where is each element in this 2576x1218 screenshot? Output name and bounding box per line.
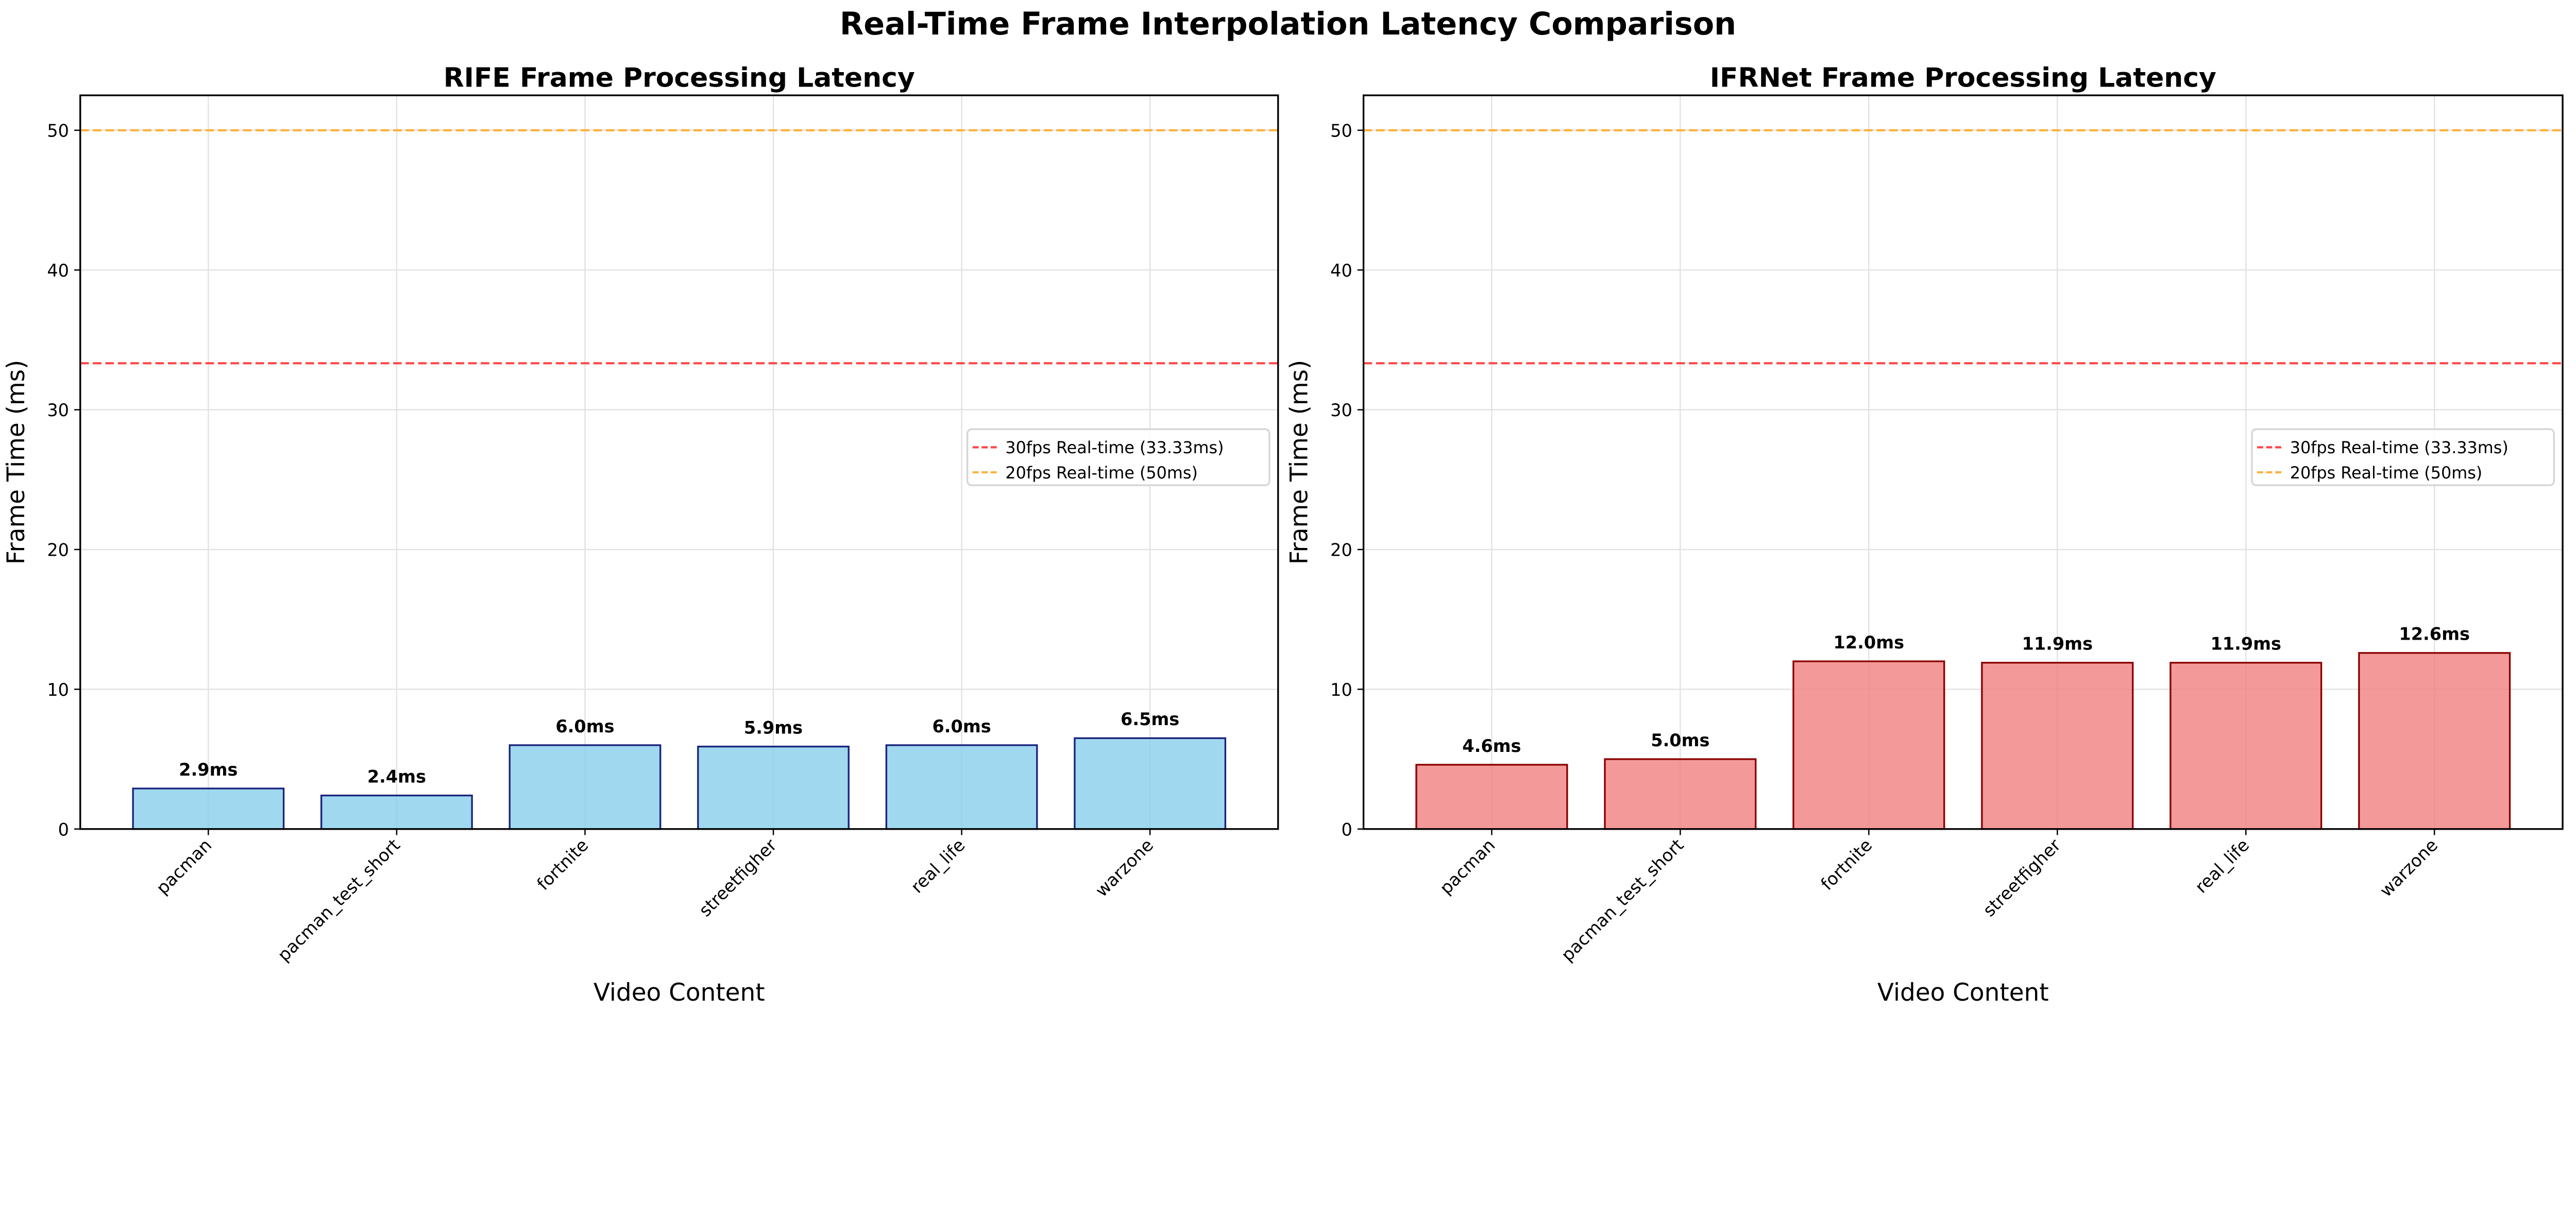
y-tick-label: 40	[1330, 261, 1352, 281]
x-axis-label: Video Content	[1877, 979, 2049, 1007]
y-tick-label: 20	[47, 540, 69, 560]
legend: 30fps Real-time (33.33ms) 20fps Real-time…	[967, 428, 1270, 486]
y-tick-label: 20	[1330, 540, 1352, 560]
bar-fortnite	[509, 744, 662, 830]
axes-frame	[1362, 94, 2564, 830]
y-tick-label: 30	[1330, 400, 1352, 420]
axes-frame	[79, 94, 1279, 830]
x-tick-label: warzone	[2376, 835, 2442, 901]
ifrnet-chart: 0 10 20 30 40 50 4.6ms pacman 5.0ms pacman_test_s…	[1285, 62, 2564, 1007]
bar-warzone	[2358, 652, 2511, 830]
x-axis-label: Video Content	[594, 979, 765, 1007]
x-tick-label: fortnite	[1817, 835, 1876, 894]
chart-title: RIFE Frame Processing Latency	[444, 62, 915, 93]
legend-box	[967, 428, 1270, 486]
bar-value-label: 11.9ms	[2210, 634, 2281, 654]
y-tick-label: 50	[47, 121, 69, 141]
y-axis-label: Frame Time (ms)	[2, 360, 30, 564]
bar-warzone	[1074, 737, 1227, 830]
x-tick-label: real_life	[2191, 835, 2253, 897]
x-tick-label: fortnite	[533, 835, 592, 894]
bar-fortnite	[1792, 660, 1945, 830]
x-tick-label: pacman_test_short	[1557, 835, 1688, 965]
figure: Real-Time Frame Interpolation Latency Co…	[2, 6, 2564, 1007]
y-tick-label: 50	[1330, 121, 1352, 141]
bar-value-label: 12.6ms	[2399, 624, 2470, 644]
bar-pacman	[132, 787, 285, 830]
x-tick-label: pacman	[152, 835, 216, 898]
bar-value-label: 2.4ms	[367, 766, 426, 786]
y-axis-label: Frame Time (ms)	[1285, 360, 1314, 564]
rife-chart: 0 10 20 30 40 50 2.9ms pacman 2.4ms pacman_test_s…	[2, 62, 1279, 1007]
bar-value-label: 11.9ms	[2022, 634, 2093, 654]
legend-label: 30fps Real-time (33.33ms)	[2290, 438, 2509, 457]
y-tick-label: 30	[47, 400, 69, 420]
bar-real_life	[2170, 662, 2323, 830]
y-tick-label: 0	[1341, 819, 1352, 839]
bar-value-label: 5.0ms	[1651, 730, 1709, 750]
legend-label: 30fps Real-time (33.33ms)	[1005, 438, 1224, 457]
y-tick-label: 10	[47, 680, 69, 700]
bar-streetfigher	[1981, 662, 2134, 830]
x-tick-label: streetfigher	[1979, 835, 2064, 920]
bar-value-label: 5.9ms	[744, 717, 803, 737]
legend-label: 20fps Real-time (50ms)	[2290, 463, 2482, 483]
x-tick-label: pacman_test_short	[274, 835, 404, 965]
bar-value-label: 6.0ms	[555, 716, 614, 736]
legend-box	[2251, 428, 2555, 486]
bar-real_life	[885, 744, 1038, 830]
figure-suptitle: Real-Time Frame Interpolation Latency Co…	[840, 6, 1736, 42]
x-tick-label: streetfigher	[695, 835, 781, 920]
bar-value-label: 12.0ms	[1834, 632, 1905, 653]
bar-streetfigher	[697, 745, 850, 830]
bar-value-label: 2.9ms	[179, 760, 238, 780]
bar-pacman	[1415, 764, 1568, 830]
y-tick-label: 0	[58, 819, 69, 839]
x-tick-label: real_life	[907, 835, 969, 897]
bar-pacman_test_short	[320, 794, 473, 830]
legend-label: 20fps Real-time (50ms)	[1005, 463, 1197, 483]
bar-value-label: 6.0ms	[932, 716, 991, 736]
x-tick-label: pacman	[1436, 835, 1499, 898]
bar-value-label: 6.5ms	[1121, 709, 1179, 729]
chart-title: IFRNet Frame Processing Latency	[1710, 62, 2216, 93]
bar-value-label: 4.6ms	[1462, 736, 1521, 756]
x-tick-label: warzone	[1091, 835, 1157, 901]
y-tick-label: 10	[1330, 680, 1352, 700]
bar-pacman_test_short	[1604, 758, 1757, 830]
y-tick-label: 40	[47, 261, 69, 281]
legend: 30fps Real-time (33.33ms) 20fps Real-time…	[2251, 428, 2555, 486]
